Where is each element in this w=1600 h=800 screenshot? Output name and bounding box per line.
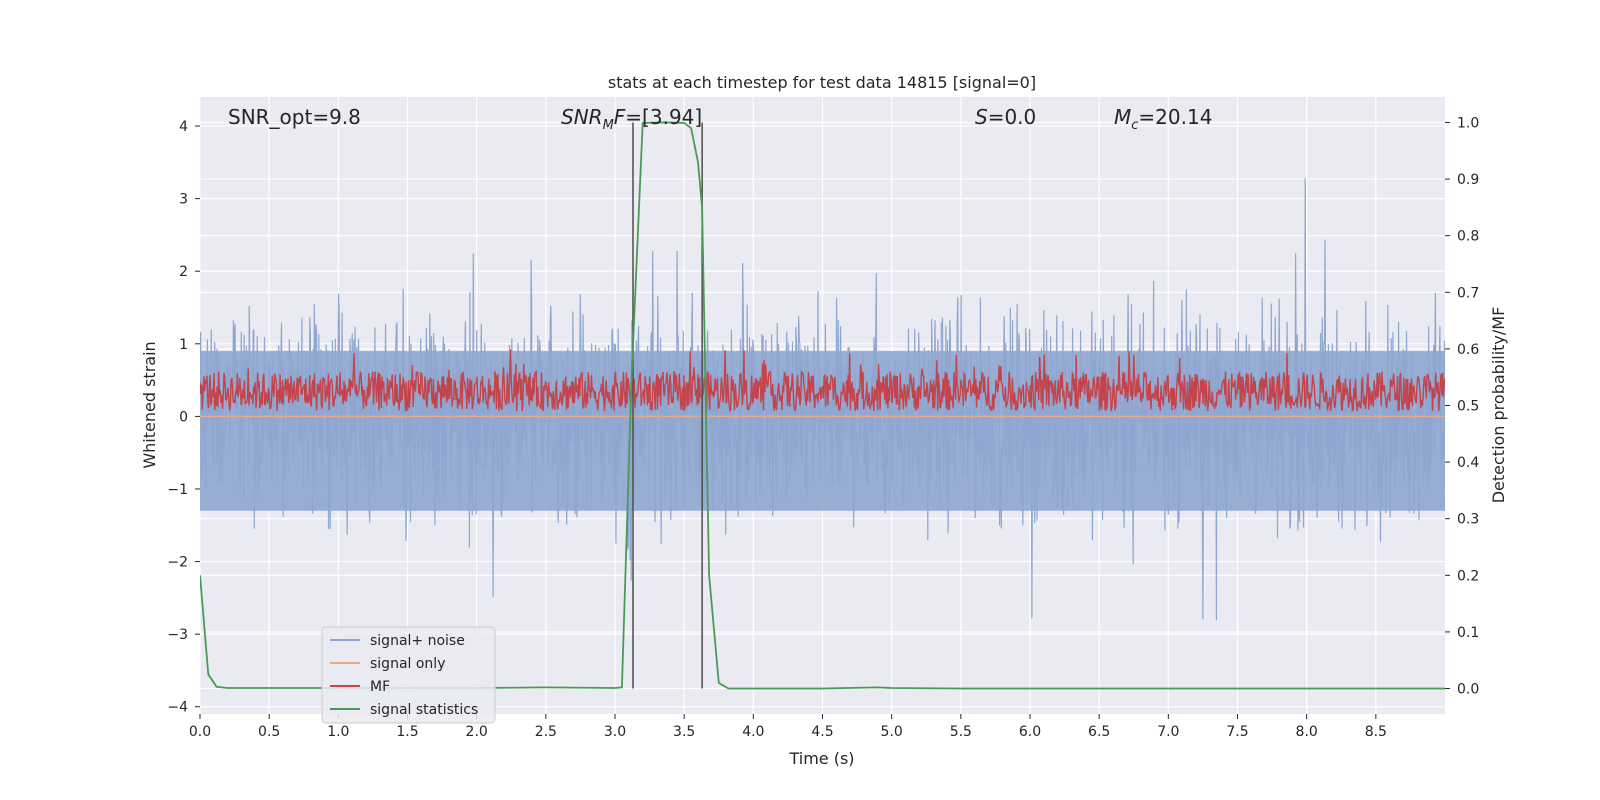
y-tick-label-right: 0.5 <box>1457 399 1479 415</box>
y-tick-label-left: −1 <box>167 482 188 498</box>
signal-statistics-series <box>200 121 1445 690</box>
y-tick-label-right: 0.0 <box>1457 682 1479 698</box>
x-tick-label: 3.0 <box>604 724 626 740</box>
legend-label-signal-statistics: signal statistics <box>370 702 478 718</box>
x-tick-label: 8.0 <box>1296 724 1318 740</box>
y-tick-label-left: 4 <box>179 119 188 135</box>
y-axis-label-left: Whitened strain <box>140 341 159 468</box>
annotation-snr-opt: SNR_opt=9.8 <box>228 105 361 129</box>
x-tick-label: 4.5 <box>811 724 833 740</box>
x-tick-label: 2.5 <box>535 724 557 740</box>
axes: 0.0 0.5 1.0 1.5 2.0 2.5 3.0 3.5 4.0 4.5 5.0 5.5 6.0 6… <box>167 115 1479 740</box>
snr-mf-rest: F <box>614 105 626 129</box>
x-tick-label: 1.0 <box>327 724 349 740</box>
x-axis-label: Time (s) <box>788 749 854 768</box>
y-tick-label-left: 1 <box>179 337 188 353</box>
signal-noise-band <box>200 351 1445 511</box>
y-tick-label-left: 2 <box>179 264 188 280</box>
y-tick-label-right: 0.4 <box>1457 455 1479 471</box>
legend-label-mf: MF <box>370 679 390 695</box>
y-tick-label-right: 0.6 <box>1457 342 1479 358</box>
y-tick-label-left: 3 <box>179 192 188 208</box>
y-tick-label-right: 0.3 <box>1457 512 1479 528</box>
mc-sub: c <box>1131 118 1138 133</box>
y-axis-label-right: Detection probability/MF <box>1489 307 1508 504</box>
snr-mf-value: =[3.94] <box>625 105 702 129</box>
x-tick-label: 6.5 <box>1088 724 1110 740</box>
y-tick-label-left: −4 <box>167 700 188 716</box>
y-tick-label-right: 0.2 <box>1457 568 1479 584</box>
y-tick-label-right: 0.9 <box>1457 172 1479 188</box>
x-tick-label: 6.0 <box>1019 724 1041 740</box>
y-tick-label-left: −3 <box>167 627 188 643</box>
x-tick-label: 3.5 <box>673 724 695 740</box>
y-tick-label-left: 0 <box>179 409 188 425</box>
legend-label-signal-only: signal only <box>370 656 445 672</box>
y-tick-label-left: −2 <box>167 555 188 571</box>
x-tick-label: 7.5 <box>1226 724 1248 740</box>
legend-label-signal-noise: signal+ noise <box>370 633 465 649</box>
mc-value: =20.14 <box>1138 105 1212 129</box>
x-tick-label: 5.0 <box>881 724 903 740</box>
x-tick-label: 8.5 <box>1365 724 1387 740</box>
x-tick-label: 0.0 <box>189 724 211 740</box>
legend-box <box>321 626 496 724</box>
mf-series <box>200 349 1445 413</box>
snr-mf-base: SNR <box>561 105 603 129</box>
s-value: =0.0 <box>988 105 1037 129</box>
x-tick-label: 2.0 <box>466 724 488 740</box>
mc-base: M <box>1114 105 1131 129</box>
mf-line <box>200 349 1445 413</box>
x-tick-label: 0.5 <box>258 724 280 740</box>
x-tick-label: 4.0 <box>742 724 764 740</box>
y-tick-label-right: 0.7 <box>1457 285 1479 301</box>
x-tick-label: 1.5 <box>396 724 418 740</box>
chart-title: stats at each timestep for test data 148… <box>608 73 1036 92</box>
y-tick-label-right: 0.8 <box>1457 229 1479 245</box>
x-tick-label: 5.5 <box>950 724 972 740</box>
annotation-s: S=0.0 <box>975 105 1036 129</box>
signal-statistics-line <box>200 121 1445 690</box>
s-symbol: S <box>975 105 988 129</box>
annotation-snr-mf: SNRMF=[3.94] <box>561 105 702 133</box>
x-tick-label: 7.0 <box>1157 724 1179 740</box>
snr-mf-sub: M <box>603 118 614 133</box>
y-tick-label-right: 1.0 <box>1457 115 1479 131</box>
y-tick-label-right: 0.1 <box>1457 625 1479 641</box>
legend: signal+ noise signal only MF signal stat… <box>321 626 496 724</box>
annotation-mc: Mc=20.14 <box>1114 105 1212 133</box>
